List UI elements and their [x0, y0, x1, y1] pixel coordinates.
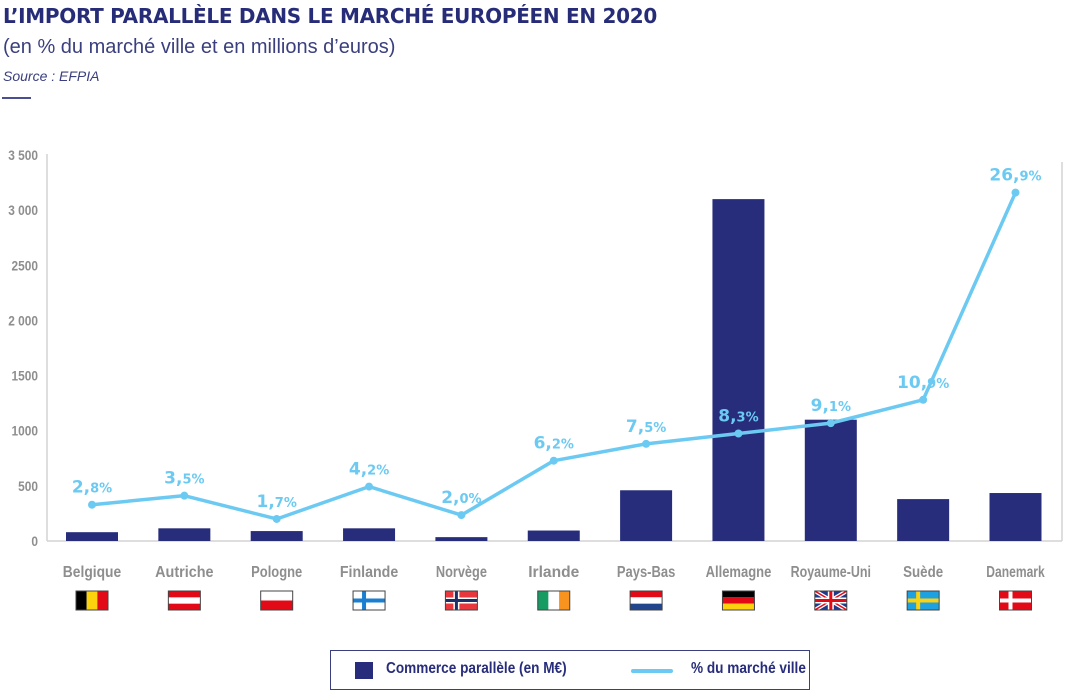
united-kingdom-flag-icon — [813, 589, 848, 612]
bar-series — [66, 199, 1042, 541]
ireland-flag-icon — [537, 590, 571, 611]
x-tick-label: Pays-Bas — [617, 564, 675, 581]
x-tick-label: Allemagne — [706, 564, 772, 581]
line-series: 2,8% 3,5% 1,7% 4,2% 2,0% 6,2% 7,5% 8,3% 9,1% 10,9… — [72, 166, 1042, 523]
bar-pays-bas — [620, 490, 673, 541]
bar-norvège — [435, 537, 488, 541]
line-point — [549, 456, 558, 465]
denmark-flag-icon — [999, 590, 1032, 611]
legend-bar-label: Commerce parallèle (en M€) — [386, 660, 567, 677]
data-label: 26,9% — [989, 166, 1041, 186]
line-point — [272, 514, 281, 523]
x-tick-label: Norvège — [436, 564, 487, 581]
line-point — [457, 511, 466, 520]
y-axis-ticks: 0 500 1000 1500 2 000 2500 3 000 3 500 — [8, 147, 38, 549]
y-tick-label: 2500 — [11, 257, 37, 273]
poland-flag-icon — [260, 590, 294, 611]
x-tick-label: Royaume-Uni — [791, 564, 871, 581]
bar-pologne — [250, 531, 303, 541]
data-label: 10,9% — [897, 373, 949, 393]
bar-autriche — [158, 528, 211, 541]
chart-title: L’IMPORT PARALLÈLE DANS LE MARCHÉ EUROPÉ… — [3, 4, 657, 28]
finland-flag-icon — [352, 590, 386, 611]
sweden-flag-icon — [906, 590, 940, 611]
data-label: 6,2% — [534, 434, 574, 454]
y-tick-label: 2 000 — [8, 312, 38, 328]
data-label: 7,5% — [626, 417, 666, 437]
x-axis-labels: Belgique Autriche Pologne Finlande Norvège Ir… — [63, 564, 1045, 581]
title-underline — [2, 97, 31, 99]
netherlands-flag-icon — [629, 590, 663, 611]
x-tick-label: Pologne — [251, 564, 302, 581]
data-label: 8,3% — [718, 406, 758, 426]
legend-line-swatch — [631, 669, 673, 673]
bar-suède — [897, 499, 950, 541]
data-label: 1,7% — [257, 492, 297, 512]
y-tick-label: 500 — [18, 478, 38, 494]
x-tick-label: Autriche — [155, 564, 213, 581]
x-tick-label: Irlande — [528, 564, 579, 581]
line-point — [180, 491, 189, 500]
austria-flag-icon — [167, 590, 201, 611]
y-tick-label: 1000 — [11, 423, 37, 439]
line-point — [919, 395, 928, 404]
bar-danemark — [989, 493, 1042, 541]
data-label: 2,0% — [441, 488, 481, 508]
bar-royaume-uni — [804, 419, 857, 541]
data-label: 9,1% — [811, 396, 851, 416]
germany-flag-icon — [721, 590, 755, 611]
legend: Commerce parallèle (en M€) % du marché v… — [330, 650, 810, 690]
y-tick-label: 3 500 — [8, 147, 38, 163]
x-tick-label: Finlande — [340, 564, 398, 581]
x-tick-label: Danemark — [986, 564, 1044, 581]
bar-irlande — [527, 530, 580, 541]
country-flags — [75, 589, 1032, 612]
data-label: 4,2% — [349, 460, 389, 480]
line-point — [88, 500, 96, 509]
chart-subtitle: (en % du marché ville et en millions d’e… — [3, 36, 396, 58]
chart-source: Source : EFPIA — [3, 68, 100, 84]
line-point — [642, 439, 651, 448]
bar-finlande — [343, 528, 396, 541]
y-tick-label: 1500 — [11, 368, 37, 384]
bar-allemagne — [712, 199, 765, 541]
line-path — [91, 191, 1018, 521]
belgium-flag-icon — [75, 590, 109, 611]
x-tick-label: Suède — [903, 564, 943, 581]
line-point — [734, 429, 743, 438]
y-tick-label: 0 — [31, 533, 38, 549]
legend-bar-swatch — [355, 662, 373, 679]
bar-belgique — [66, 532, 118, 541]
x-tick-label: Belgique — [63, 564, 121, 581]
data-label: 2,8% — [72, 478, 112, 498]
line-point — [365, 482, 374, 491]
norway-flag-icon — [444, 590, 478, 611]
y-tick-label: 3 000 — [8, 202, 38, 218]
line-point — [1011, 188, 1020, 197]
data-label: 3,5% — [164, 469, 204, 489]
line-point — [826, 419, 835, 428]
legend-line-label: % du marché ville — [691, 660, 806, 677]
